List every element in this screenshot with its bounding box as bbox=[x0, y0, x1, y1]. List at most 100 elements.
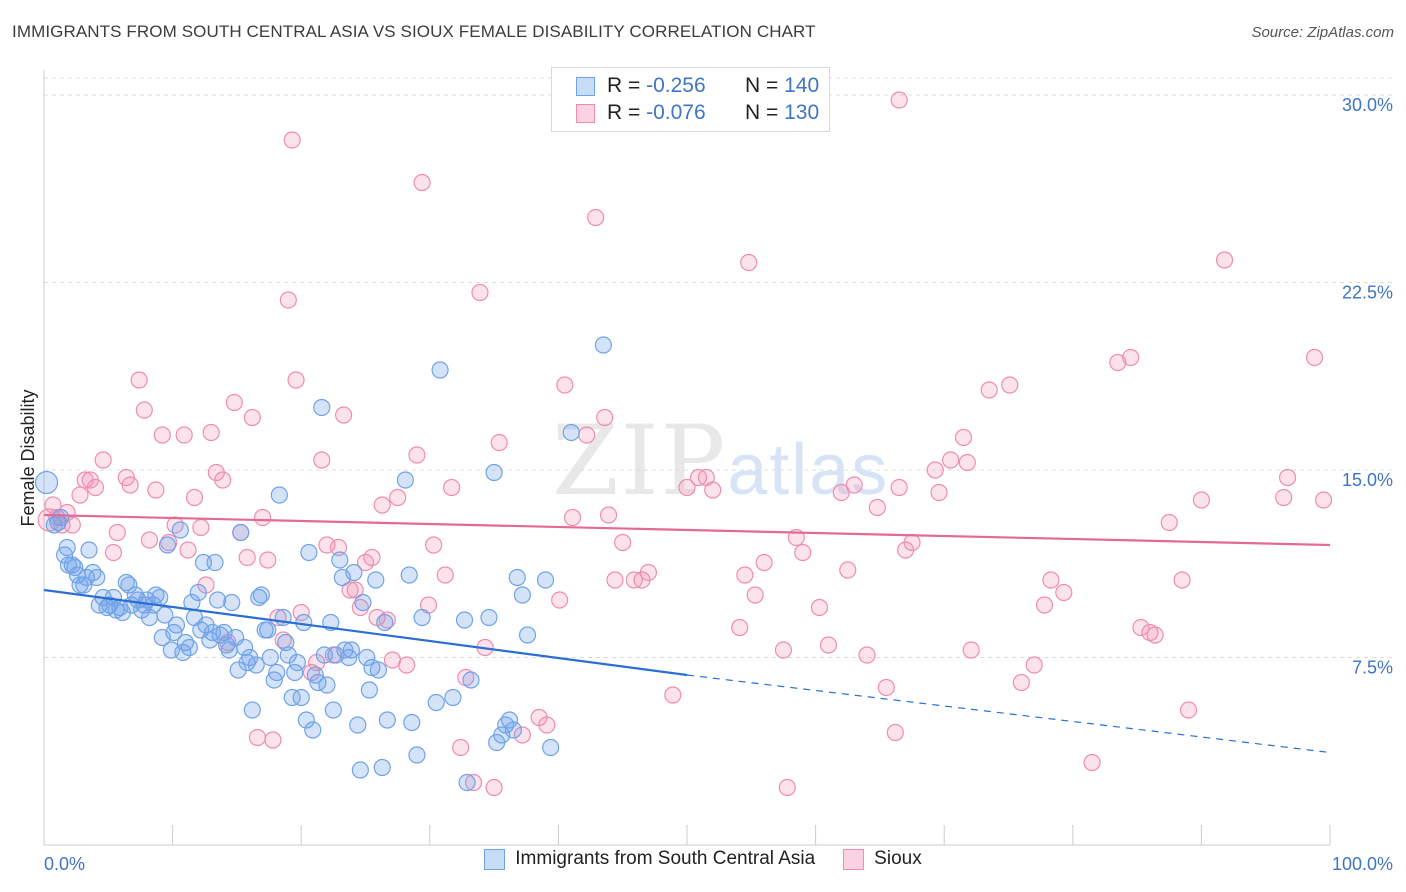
point-sioux-84 bbox=[596, 408, 614, 427]
point-immigrants-45 bbox=[180, 638, 198, 657]
point-immigrants-113 bbox=[396, 471, 414, 489]
y-tick-label-0: 7.5% bbox=[1352, 658, 1393, 678]
point-sioux-51 bbox=[335, 406, 353, 424]
point-sioux-127 bbox=[1035, 596, 1054, 614]
point-sioux-107 bbox=[832, 483, 850, 502]
point-immigrants-5 bbox=[58, 538, 76, 557]
point-sioux-118 bbox=[930, 483, 948, 502]
point-immigrants-111 bbox=[376, 613, 394, 632]
point-sioux-120 bbox=[954, 428, 973, 447]
point-sioux-87 bbox=[614, 533, 632, 552]
point-sioux-102 bbox=[778, 778, 796, 797]
point-sioux-126 bbox=[1025, 656, 1043, 674]
point-sioux-68 bbox=[443, 478, 461, 497]
legend-label-immigrants: Immigrants from South Central Asia bbox=[515, 848, 816, 869]
point-sioux-141 bbox=[1275, 488, 1293, 507]
point-sioux-16 bbox=[135, 401, 153, 419]
point-sioux-136 bbox=[1160, 513, 1178, 532]
stats-row-immigrants: R = -0.256 N = 140 bbox=[576, 73, 819, 99]
point-immigrants-109 bbox=[369, 661, 387, 679]
point-sioux-119 bbox=[942, 451, 960, 469]
point-immigrants-123 bbox=[462, 671, 480, 689]
point-immigrants-124 bbox=[480, 608, 498, 627]
point-sioux-74 bbox=[485, 778, 503, 797]
point-immigrants-102 bbox=[349, 716, 367, 734]
point-immigrants-92 bbox=[318, 676, 336, 694]
point-sioux-128 bbox=[1042, 571, 1060, 589]
legend-swatch-immigrants bbox=[484, 848, 506, 870]
point-sioux-80 bbox=[556, 376, 574, 394]
y-axis-label: Female Disability bbox=[18, 389, 38, 526]
point-immigrants-110 bbox=[373, 758, 391, 777]
point-immigrants-25 bbox=[120, 576, 138, 594]
point-sioux-112 bbox=[877, 678, 895, 697]
point-immigrants-78 bbox=[277, 633, 295, 652]
point-sioux-50 bbox=[329, 538, 348, 557]
point-sioux-86 bbox=[606, 571, 624, 589]
point-immigrants-100 bbox=[342, 641, 360, 659]
point-sioux-104 bbox=[794, 543, 812, 562]
trend-lines bbox=[43, 513, 1331, 754]
point-immigrants-96 bbox=[331, 551, 349, 569]
point-sioux-91 bbox=[664, 686, 682, 704]
point-sioux-33 bbox=[238, 548, 256, 567]
point-sioux-35 bbox=[248, 728, 267, 747]
axis-labels: 7.5% 15.0% 22.5% 30.0% 0.0% 100.0% Female Disa… bbox=[18, 95, 1393, 874]
point-immigrants-115 bbox=[403, 713, 421, 732]
y-tick-label-1: 15.0% bbox=[1342, 470, 1393, 490]
point-sioux-137 bbox=[1173, 571, 1191, 589]
point-immigrants-3 bbox=[52, 508, 70, 527]
legend-label-sioux: Sioux bbox=[874, 848, 922, 869]
point-immigrants-60 bbox=[223, 593, 241, 612]
point-sioux-105 bbox=[810, 598, 829, 617]
point-sioux-17 bbox=[140, 531, 159, 549]
point-immigrants-104 bbox=[354, 593, 372, 612]
point-sioux-10 bbox=[94, 451, 112, 469]
series-immigrants-points bbox=[34, 336, 613, 792]
stats-legend-box: R = -0.256 N = 140 R = -0.076 N = 130 bbox=[551, 67, 830, 132]
point-immigrants-69 bbox=[250, 588, 268, 607]
point-sioux-117 bbox=[926, 461, 944, 479]
point-sioux-15 bbox=[130, 371, 148, 389]
y-tick-label-3: 30.0% bbox=[1342, 95, 1393, 115]
point-sioux-12 bbox=[108, 523, 126, 542]
point-sioux-138 bbox=[1179, 701, 1198, 719]
point-sioux-31 bbox=[225, 393, 243, 412]
point-immigrants-75 bbox=[268, 663, 286, 682]
point-immigrants-72 bbox=[259, 621, 277, 639]
stats-r-sioux: R = -0.076 bbox=[607, 101, 706, 124]
point-sioux-123 bbox=[980, 381, 998, 399]
point-immigrants-87 bbox=[304, 721, 322, 739]
point-sioux-83 bbox=[587, 208, 605, 227]
series-sioux-points bbox=[37, 91, 1333, 797]
point-immigrants-137 bbox=[594, 336, 613, 354]
point-sioux-47 bbox=[313, 451, 331, 469]
point-immigrants-54 bbox=[206, 553, 224, 572]
point-sioux-78 bbox=[538, 716, 556, 734]
point-immigrants-135 bbox=[542, 738, 560, 757]
point-immigrants-85 bbox=[297, 711, 315, 729]
point-immigrants-7 bbox=[63, 556, 81, 574]
chart-legend: Immigrants from South Central Asia Sioux bbox=[0, 848, 1406, 870]
point-sioux-14 bbox=[121, 476, 139, 494]
point-immigrants-119 bbox=[431, 361, 449, 379]
point-sioux-71 bbox=[464, 773, 483, 792]
point-sioux-19 bbox=[153, 426, 171, 444]
point-immigrants-76 bbox=[270, 486, 288, 504]
point-immigrants-133 bbox=[518, 626, 537, 644]
point-immigrants-24 bbox=[117, 573, 135, 592]
point-sioux-69 bbox=[452, 738, 470, 757]
point-sioux-106 bbox=[819, 636, 838, 654]
point-immigrants-80 bbox=[283, 688, 301, 707]
point-immigrants-121 bbox=[455, 611, 474, 629]
point-immigrants-35 bbox=[151, 588, 169, 607]
point-sioux-82 bbox=[578, 426, 596, 444]
point-sioux-40 bbox=[274, 631, 292, 649]
point-sioux-101 bbox=[774, 641, 793, 659]
axes bbox=[43, 70, 1331, 846]
legend-item-immigrants[interactable]: Immigrants from South Central Asia bbox=[484, 848, 815, 870]
point-sioux-42 bbox=[283, 131, 301, 149]
point-sioux-130 bbox=[1083, 753, 1101, 772]
legend-item-sioux[interactable]: Sioux bbox=[843, 848, 922, 870]
point-immigrants-70 bbox=[252, 586, 270, 604]
